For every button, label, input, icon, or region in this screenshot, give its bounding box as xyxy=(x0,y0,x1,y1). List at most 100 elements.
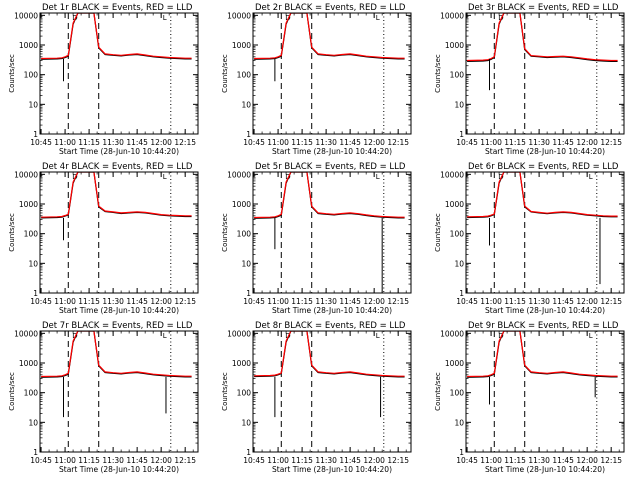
chart-title: Det 4r BLACK = Events, RED = LLD xyxy=(42,162,193,172)
y-tick-label: 10 xyxy=(241,259,251,268)
detector-panel: Det 6r BLACK = Events, RED = LLD 1 10 100 10… xyxy=(434,162,625,315)
x-tick-label: 11:45 xyxy=(552,456,574,465)
x-tick-label: 10:45 xyxy=(243,456,265,465)
plot-frame xyxy=(39,171,199,294)
x-axis-label: Start Time (28-Jun-10 10:44:20) xyxy=(272,306,392,315)
detector-panel: Det 4r BLACK = Events, RED = LLD 1 10 100 10… xyxy=(8,162,199,315)
chart-title: Det 2r BLACK = Events, RED = LLD xyxy=(255,3,406,13)
y-tick-label: 1 xyxy=(33,130,38,139)
plot-area xyxy=(41,13,192,82)
x-tick-label: 11:15 xyxy=(291,456,313,465)
x-tick-label: 11:15 xyxy=(291,297,313,306)
y-tick-label: 10 xyxy=(241,418,251,427)
x-tick-label: 10:45 xyxy=(243,138,265,147)
annotation-l: L xyxy=(163,173,167,181)
annotation-l: L xyxy=(589,173,593,181)
y-tick-label: 100 xyxy=(24,71,39,80)
x-tick-label: 11:00 xyxy=(267,297,289,306)
chart-title: Det 5r BLACK = Events, RED = LLD xyxy=(255,162,406,172)
x-tick-label: 11:00 xyxy=(480,297,502,306)
x-tick-label: 12:00 xyxy=(150,297,172,306)
x-tick-label: 11:00 xyxy=(54,138,76,147)
y-tick-label: 1 xyxy=(246,448,251,457)
y-tick-label: 10000 xyxy=(227,329,251,338)
x-tick-label: 11:45 xyxy=(339,456,361,465)
x-tick-label: 12:00 xyxy=(576,456,598,465)
x-tick-label: 10:45 xyxy=(243,297,265,306)
x-tick-label: 11:30 xyxy=(315,138,337,147)
plot-area xyxy=(467,172,618,285)
y-axis-label: Counts/sec xyxy=(8,213,16,252)
series-line-lld xyxy=(467,172,618,218)
y-tick-label: 1000 xyxy=(232,359,251,368)
y-tick-label: 1 xyxy=(33,448,38,457)
plot-frame xyxy=(252,330,412,453)
x-tick-label: 11:15 xyxy=(504,138,526,147)
annotation-l: L xyxy=(163,332,167,340)
plot-area xyxy=(254,172,405,293)
x-axis-label: Start Time (28-Jun-10 10:44:20) xyxy=(59,147,179,156)
y-axis-label: Counts/sec xyxy=(8,54,16,93)
x-tick-label: 11:30 xyxy=(528,456,550,465)
x-tick-label: 11:45 xyxy=(126,138,148,147)
annotation-l: L xyxy=(376,332,380,340)
chart-title: Det 7r BLACK = Events, RED = LLD xyxy=(42,321,193,331)
x-tick-label: 11:45 xyxy=(552,297,574,306)
x-axis-label: Start Time (28-Jun-10 10:44:20) xyxy=(272,147,392,156)
x-tick-label: 12:15 xyxy=(387,297,409,306)
plot-area xyxy=(254,13,405,82)
series-line-events xyxy=(467,13,618,63)
y-axis-label: Counts/sec xyxy=(221,372,229,411)
annotation-l: L xyxy=(163,14,167,22)
x-tick-label: 12:15 xyxy=(174,297,196,306)
y-tick-label: 1000 xyxy=(232,200,251,209)
x-tick-label: 10:45 xyxy=(30,297,52,306)
plot-frame xyxy=(39,12,199,135)
x-axis-label: Start Time (28-Jun-10 10:44:20) xyxy=(59,306,179,315)
y-tick-label: 10000 xyxy=(14,329,38,338)
annotation-l: L xyxy=(589,332,593,340)
y-tick-label: 10000 xyxy=(440,329,464,338)
y-axis-label: Counts/sec xyxy=(221,213,229,252)
x-tick-label: 10:45 xyxy=(456,138,478,147)
detector-panel: Det 5r BLACK = Events, RED = LLD 1 10 100 10… xyxy=(221,162,412,315)
x-tick-label: 11:45 xyxy=(339,297,361,306)
x-tick-label: 12:15 xyxy=(174,138,196,147)
plot-frame xyxy=(465,171,625,294)
y-tick-label: 100 xyxy=(237,230,252,239)
x-axis-label: Start Time (28-Jun-10 10:44:20) xyxy=(485,465,605,474)
plot-area xyxy=(467,331,618,405)
series-line-lld xyxy=(41,331,192,378)
annotation-l: L xyxy=(376,173,380,181)
series-line-lld xyxy=(467,13,618,62)
x-tick-label: 12:15 xyxy=(387,456,409,465)
y-axis-label: Counts/sec xyxy=(221,54,229,93)
series-line-events xyxy=(254,331,405,378)
y-axis-label: Counts/sec xyxy=(434,54,442,93)
x-tick-label: 10:45 xyxy=(456,297,478,306)
chart-title: Det 1r BLACK = Events, RED = LLD xyxy=(42,3,193,13)
y-tick-label: 100 xyxy=(450,71,465,80)
y-tick-label: 10 xyxy=(241,100,251,109)
y-tick-label: 100 xyxy=(24,389,39,398)
y-axis-label: Counts/sec xyxy=(434,372,442,411)
plot-frame xyxy=(465,12,625,135)
x-tick-label: 11:15 xyxy=(78,297,100,306)
x-tick-label: 11:30 xyxy=(315,297,337,306)
series-line-events xyxy=(467,172,618,219)
x-tick-label: 11:15 xyxy=(78,138,100,147)
x-tick-label: 12:15 xyxy=(174,456,196,465)
x-tick-label: 11:45 xyxy=(126,456,148,465)
series-line-lld xyxy=(467,331,618,378)
plot-frame xyxy=(465,330,625,453)
y-tick-label: 1 xyxy=(246,130,251,139)
series-line-lld xyxy=(254,13,405,60)
x-axis-label: Start Time (28-Jun-10 10:44:20) xyxy=(485,306,605,315)
y-tick-label: 100 xyxy=(450,389,465,398)
detector-panel: Det 8r BLACK = Events, RED = LLD 1 10 100 10… xyxy=(221,321,412,474)
x-axis-label: Start Time (28-Jun-10 10:44:20) xyxy=(485,147,605,156)
y-tick-label: 10 xyxy=(454,259,464,268)
x-tick-label: 11:30 xyxy=(102,297,124,306)
y-tick-label: 10 xyxy=(454,100,464,109)
y-tick-label: 1000 xyxy=(232,41,251,50)
